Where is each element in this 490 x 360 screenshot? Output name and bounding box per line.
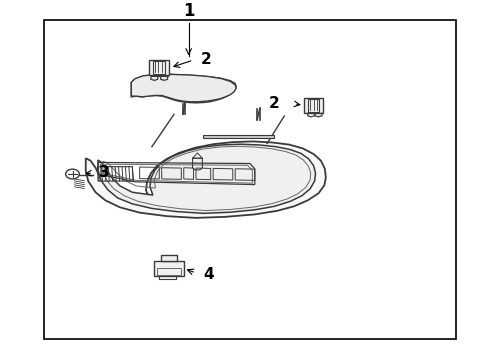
Bar: [161, 256, 177, 261]
Polygon shape: [304, 98, 323, 113]
Text: 2: 2: [269, 96, 279, 111]
Bar: [44, 20, 456, 339]
Text: 1: 1: [183, 3, 195, 21]
Text: 3: 3: [99, 165, 110, 180]
Polygon shape: [86, 141, 326, 218]
Polygon shape: [149, 60, 169, 75]
Polygon shape: [203, 135, 274, 138]
Bar: [154, 261, 184, 276]
Polygon shape: [98, 144, 316, 213]
Text: 2: 2: [201, 52, 212, 67]
Text: 4: 4: [203, 266, 214, 282]
Polygon shape: [131, 75, 236, 102]
Polygon shape: [131, 75, 236, 103]
Bar: [157, 269, 181, 275]
